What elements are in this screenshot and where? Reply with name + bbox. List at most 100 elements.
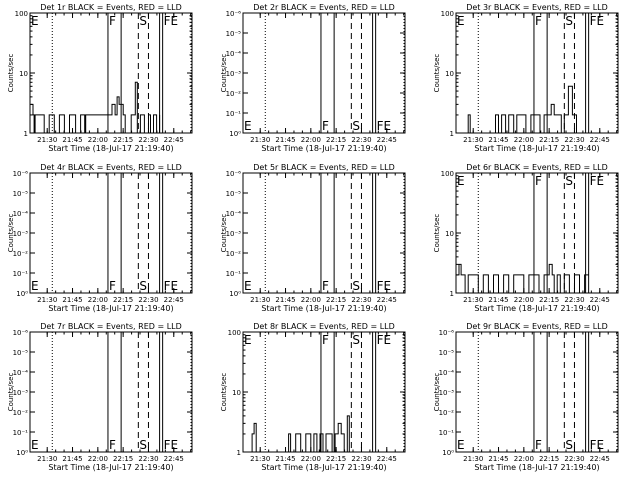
event-label: S — [139, 279, 147, 293]
y-tick-label: 10⁰ — [16, 449, 28, 457]
y-axis-label: Counts/sec — [433, 373, 441, 412]
event-label: S — [565, 174, 573, 188]
x-tick-label: 21:45 — [275, 296, 295, 304]
y-tick-label: 10⁻¹ — [226, 270, 242, 278]
x-tick-label: 22:00 — [88, 136, 108, 144]
event-label: S — [352, 119, 360, 133]
y-tick-label: 10⁻⁶ — [13, 329, 29, 337]
x-tick-label: 22:45 — [377, 296, 397, 304]
x-tick-label: 21:45 — [62, 455, 82, 463]
y-tick-label: 10⁻⁴ — [13, 369, 29, 377]
y-tick-label: 10⁻⁶ — [13, 170, 29, 178]
event-label: E — [244, 119, 252, 133]
x-tick-label: 21:45 — [62, 296, 82, 304]
x-tick-label: 21:30 — [463, 296, 483, 304]
y-tick-label: 10 — [445, 230, 454, 238]
x-axis-label: Start Time (18-Jul-17 21:19:40) — [474, 463, 599, 472]
y-tick-label: 10⁻¹ — [13, 429, 29, 437]
data-series-line — [31, 81, 161, 134]
x-tick-label: 21:30 — [463, 455, 483, 463]
event-label: F — [535, 438, 542, 452]
chart-panel: Det 6r BLACK = Events, RED = LLD Counts/s… — [433, 163, 619, 313]
event-label: E — [457, 14, 465, 28]
event-label: E — [457, 438, 465, 452]
data-series-line — [466, 85, 585, 134]
chart-title: Det 6r BLACK = Events, RED = LLD — [466, 163, 608, 172]
event-label: FE — [164, 438, 178, 452]
y-tick-label: 10⁰ — [442, 449, 454, 457]
x-tick-label: 21:30 — [37, 455, 57, 463]
chart-title: Det 3r BLACK = Events, RED = LLD — [466, 3, 608, 12]
x-tick-label: 21:45 — [488, 136, 508, 144]
chart-panel: Det 8r BLACK = Events, RED = LLD Counts/s… — [220, 322, 406, 472]
x-tick-label: 22:00 — [301, 455, 321, 463]
chart-panel: Det 3r BLACK = Events, RED = LLD Counts/s… — [433, 3, 619, 153]
plot-frame — [242, 172, 406, 294]
event-label: S — [565, 14, 573, 28]
event-label: S — [352, 333, 360, 347]
x-tick-label: 22:00 — [514, 136, 534, 144]
plot-frame — [29, 331, 193, 453]
x-tick-label: 22:30 — [138, 455, 158, 463]
y-tick-label: 10⁰ — [229, 290, 241, 298]
y-tick-label: 10⁻⁵ — [13, 349, 29, 357]
x-tick-label: 22:15 — [113, 296, 133, 304]
event-label: FE — [377, 333, 391, 347]
x-tick-label: 21:30 — [37, 136, 57, 144]
chart-panel: Det 4r BLACK = Events, RED = LLD Counts/s… — [7, 163, 193, 313]
x-tick-label: 22:15 — [326, 296, 346, 304]
plot-frame — [242, 331, 406, 453]
x-tick-label: 22:45 — [377, 136, 397, 144]
chart-title: Det 5r BLACK = Events, RED = LLD — [253, 163, 395, 172]
event-label: FE — [377, 119, 391, 133]
event-label: F — [322, 119, 329, 133]
chart-title: Det 2r BLACK = Events, RED = LLD — [253, 3, 395, 12]
event-label: S — [139, 438, 147, 452]
plot-frame — [455, 331, 619, 453]
x-tick-label: 21:45 — [488, 296, 508, 304]
y-tick-label: 10⁻² — [226, 250, 242, 258]
y-tick-label: 1 — [24, 130, 28, 138]
event-label: E — [457, 174, 465, 188]
y-axis-label: Counts/sec — [220, 373, 228, 412]
chart-panel: Det 2r BLACK = Events, RED = LLD Counts/s… — [220, 3, 406, 153]
x-tick-label: 21:45 — [275, 455, 295, 463]
y-tick-label: 10 — [19, 70, 28, 78]
x-tick-label: 22:45 — [590, 455, 610, 463]
x-tick-label: 21:45 — [275, 136, 295, 144]
x-tick-label: 22:00 — [88, 296, 108, 304]
y-tick-label: 100 — [441, 10, 454, 18]
y-tick-label: 10⁻⁵ — [226, 30, 242, 38]
x-tick-label: 22:15 — [326, 455, 346, 463]
y-axis-label: Counts/sec — [433, 214, 441, 253]
y-axis-label: Counts/sec — [220, 214, 228, 253]
y-tick-label: 10⁰ — [16, 290, 28, 298]
y-tick-label: 10⁻² — [439, 409, 455, 417]
chart-title: Det 4r BLACK = Events, RED = LLD — [40, 163, 182, 172]
event-label: F — [109, 14, 116, 28]
x-tick-label: 22:15 — [539, 296, 559, 304]
y-tick-label: 100 — [228, 329, 241, 337]
y-tick-label: 10 — [445, 70, 454, 78]
y-tick-label: 10 — [232, 389, 241, 397]
x-tick-label: 22:00 — [514, 296, 534, 304]
event-label: E — [244, 279, 252, 293]
event-label: S — [139, 14, 147, 28]
event-label: F — [322, 279, 329, 293]
x-tick-label: 22:30 — [564, 455, 584, 463]
x-axis-label: Start Time (18-Jul-17 21:19:40) — [261, 144, 386, 153]
x-axis-label: Start Time (18-Jul-17 21:19:40) — [48, 304, 173, 313]
x-axis-label: Start Time (18-Jul-17 21:19:40) — [474, 304, 599, 313]
x-tick-label: 22:30 — [138, 136, 158, 144]
y-axis-label: Counts/sec — [220, 54, 228, 93]
x-tick-label: 22:15 — [113, 455, 133, 463]
chart-title: Det 1r BLACK = Events, RED = LLD — [40, 3, 182, 12]
y-tick-label: 1 — [450, 290, 454, 298]
x-tick-label: 22:15 — [326, 136, 346, 144]
x-tick-label: 21:30 — [250, 136, 270, 144]
x-tick-label: 22:30 — [564, 136, 584, 144]
x-tick-label: 22:45 — [590, 136, 610, 144]
event-label: S — [565, 438, 573, 452]
y-tick-label: 10⁻⁶ — [226, 10, 242, 18]
